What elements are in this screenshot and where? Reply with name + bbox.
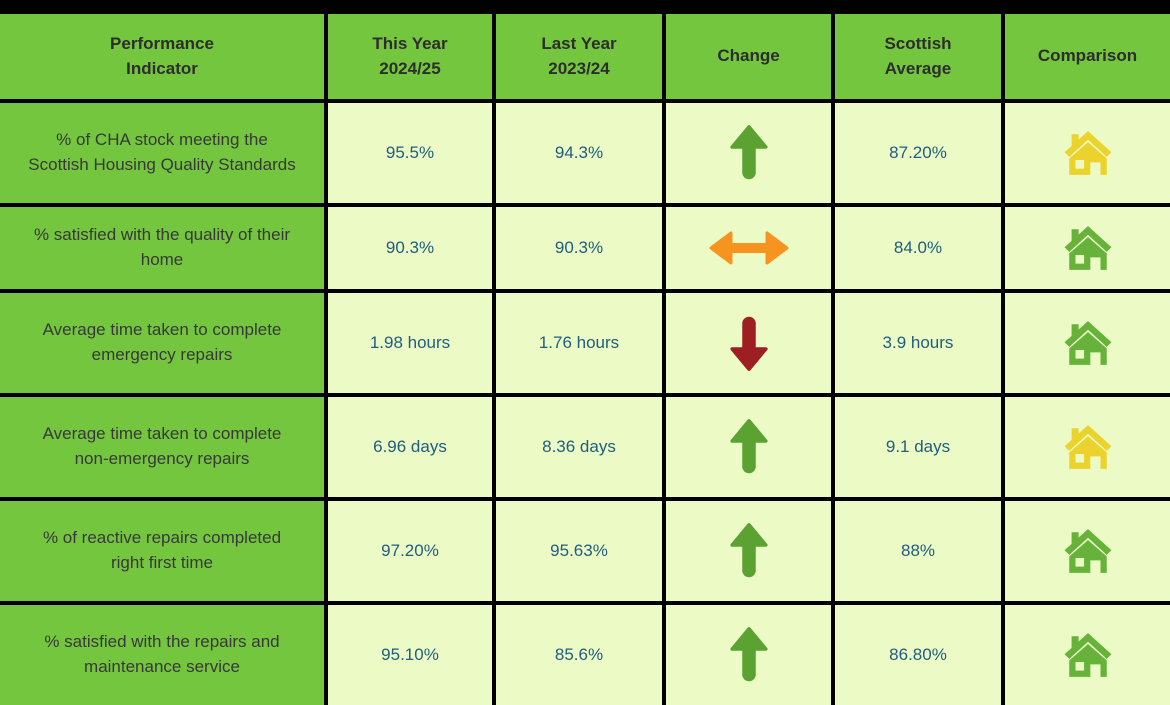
last-year-cell: 1.76 hours <box>492 289 666 397</box>
last-year-cell: 94.3% <box>492 99 666 207</box>
comparison-cell <box>1001 289 1170 397</box>
down-arrow-icon <box>729 316 768 371</box>
house-icon <box>1064 131 1111 175</box>
header-change: Change <box>662 14 835 103</box>
last-year-cell: 85.6% <box>492 601 666 705</box>
last-year-cell: 95.63% <box>492 497 666 605</box>
this-year-cell: 95.5% <box>324 99 496 207</box>
change-cell <box>662 601 835 705</box>
indicator-cell: % satisfied with the repairs and mainten… <box>0 601 328 705</box>
this-year-cell: 95.10% <box>324 601 496 705</box>
up-arrow-icon <box>729 125 768 180</box>
performance-table: Performance Indicator This Year 2024/25 … <box>0 14 1170 705</box>
indicator-cell: % of reactive repairs completed right fi… <box>0 497 328 605</box>
indicator-cell: % satisfied with the quality of their ho… <box>0 203 328 293</box>
header-scottish-average: Scottish Average <box>831 14 1005 103</box>
change-cell <box>662 393 835 501</box>
house-icon <box>1064 425 1111 469</box>
scottish-average-cell: 84.0% <box>831 203 1005 293</box>
house-icon <box>1064 321 1111 365</box>
indicator-cell: % of CHA stock meeting the Scottish Hous… <box>0 99 328 207</box>
indicator-cell: Average time taken to complete emergency… <box>0 289 328 397</box>
scottish-average-cell: 88% <box>831 497 1005 605</box>
this-year-cell: 6.96 days <box>324 393 496 501</box>
table-row: Average time taken to complete emergency… <box>0 289 1170 397</box>
table-row: % of CHA stock meeting the Scottish Hous… <box>0 99 1170 207</box>
scottish-average-cell: 86.80% <box>831 601 1005 705</box>
header-comparison: Comparison <box>1001 14 1170 103</box>
scottish-average-cell: 9.1 days <box>831 393 1005 501</box>
last-year-cell: 8.36 days <box>492 393 666 501</box>
house-icon <box>1064 529 1111 573</box>
comparison-cell <box>1001 203 1170 293</box>
table-row: % satisfied with the quality of their ho… <box>0 203 1170 293</box>
up-arrow-icon <box>729 627 768 682</box>
change-cell <box>662 497 835 605</box>
table-row: % of reactive repairs completed right fi… <box>0 497 1170 605</box>
comparison-cell <box>1001 497 1170 605</box>
up-arrow-icon <box>729 419 768 474</box>
scottish-average-cell: 87.20% <box>831 99 1005 207</box>
change-cell <box>662 289 835 397</box>
indicator-cell: Average time taken to complete non-emerg… <box>0 393 328 501</box>
this-year-cell: 97.20% <box>324 497 496 605</box>
house-icon <box>1064 226 1111 270</box>
comparison-cell <box>1001 393 1170 501</box>
change-cell <box>662 203 835 293</box>
table-row: Average time taken to complete non-emerg… <box>0 393 1170 501</box>
left-right-arrow-icon <box>709 231 788 265</box>
change-cell <box>662 99 835 207</box>
header-last-year: Last Year 2023/24 <box>492 14 666 103</box>
comparison-cell <box>1001 99 1170 207</box>
this-year-cell: 1.98 hours <box>324 289 496 397</box>
comparison-cell <box>1001 601 1170 705</box>
house-icon <box>1064 633 1111 677</box>
last-year-cell: 90.3% <box>492 203 666 293</box>
header-row: Performance Indicator This Year 2024/25 … <box>0 14 1170 103</box>
up-arrow-icon <box>729 523 768 578</box>
this-year-cell: 90.3% <box>324 203 496 293</box>
table-row: % satisfied with the repairs and mainten… <box>0 601 1170 705</box>
header-this-year: This Year 2024/25 <box>324 14 496 103</box>
scottish-average-cell: 3.9 hours <box>831 289 1005 397</box>
header-performance-indicator: Performance Indicator <box>0 14 328 103</box>
